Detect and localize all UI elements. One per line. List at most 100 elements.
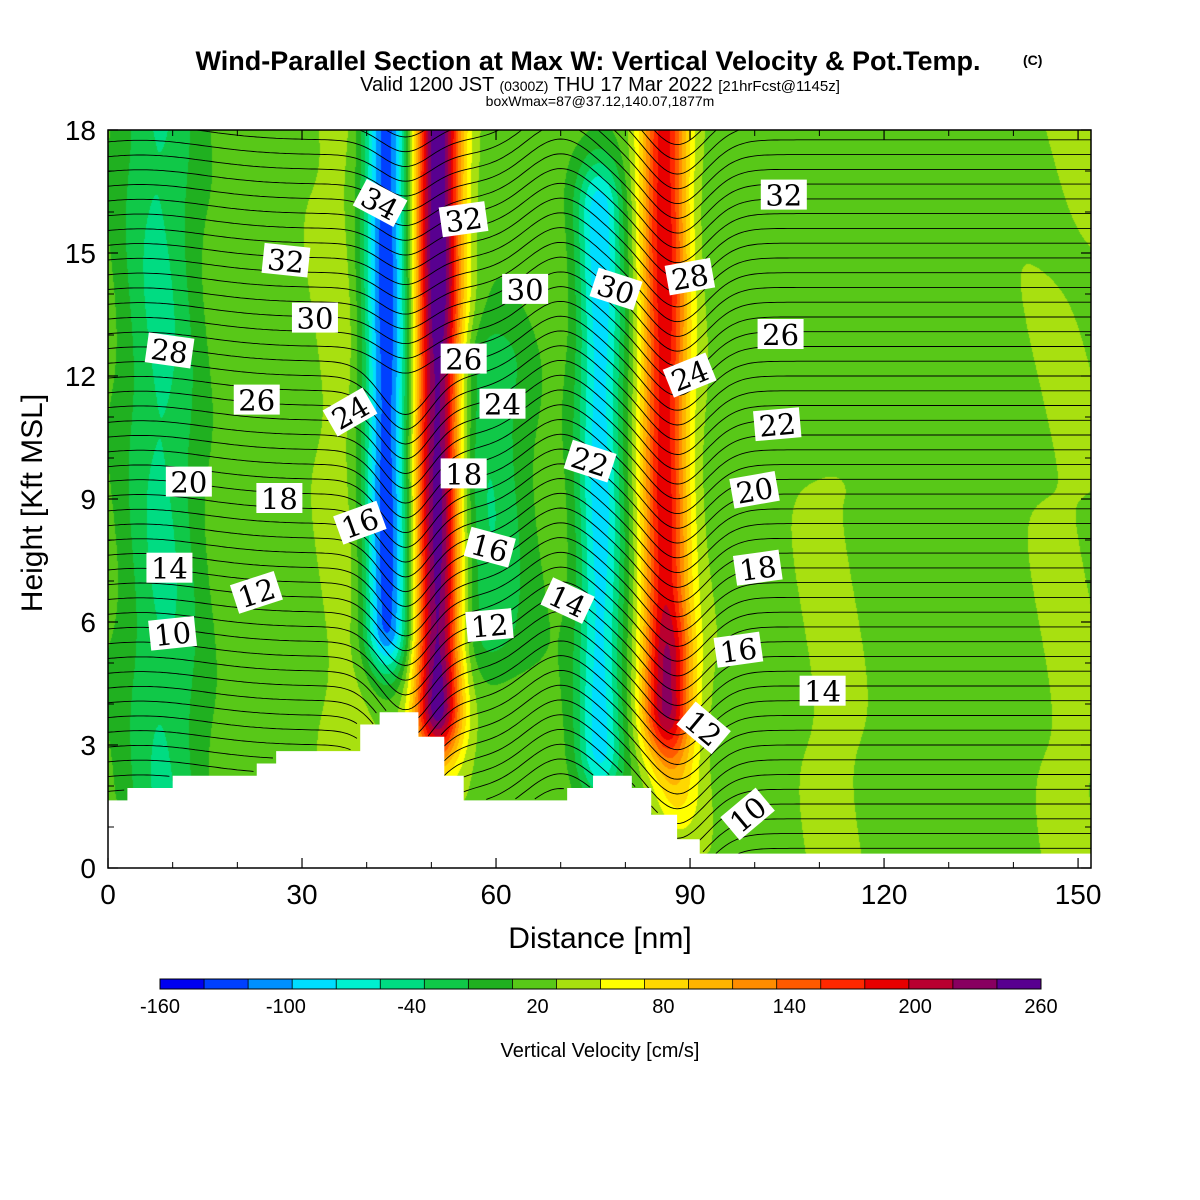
theta-contour-line <box>108 610 1091 711</box>
contour-label-text: 32 <box>765 179 802 213</box>
chart-title: Wind-Parallel Section at Max W: Vertical… <box>196 46 981 76</box>
contour-label-box <box>322 387 378 437</box>
contour-label-box <box>465 608 514 643</box>
contour-label: 24 <box>479 388 526 422</box>
colorbar-title: Vertical Velocity [cm/s] <box>501 1040 700 1062</box>
y-tick-label: 6 <box>80 607 96 638</box>
contour-label-box <box>589 267 643 311</box>
terrain <box>108 712 1091 868</box>
theta-contour-line <box>108 581 1091 681</box>
contour-label-box <box>438 201 489 238</box>
subtitle-utc: (0300Z) <box>499 78 548 94</box>
contour-label-box <box>333 500 387 545</box>
contour-label-box <box>479 388 526 419</box>
contour-label: 26 <box>757 318 804 352</box>
y-tick-label: 18 <box>65 115 96 146</box>
contour-label: 26 <box>233 384 280 418</box>
contour-label-text: 18 <box>445 457 482 491</box>
contour-label: 16 <box>463 526 516 569</box>
colorbar-swatch <box>952 979 998 989</box>
contour-label-text: 14 <box>151 552 188 586</box>
contour-label: 28 <box>664 257 716 298</box>
theta-contour-line <box>108 330 1091 430</box>
theta-contour-line <box>108 596 1091 696</box>
y-tick-label: 12 <box>65 361 96 392</box>
theta-contour-line <box>108 389 1091 489</box>
theta-contour-line <box>108 241 1091 337</box>
theta-contour-line <box>108 684 1091 780</box>
contour-label: 18 <box>440 457 487 491</box>
contour-label: 26 <box>440 343 487 377</box>
y-tick-label: 0 <box>80 853 96 884</box>
theta-contour-line <box>108 478 1091 578</box>
contour-label-text: 12 <box>470 608 510 645</box>
theta-contour-line <box>108 566 1091 666</box>
theta-contour-line <box>515 773 1091 853</box>
theta-contour-line <box>108 130 1091 205</box>
contour-label-text: 10 <box>153 615 193 653</box>
theta-contour-line <box>108 138 1091 234</box>
y-axis-title: Height [Kft MSL] <box>16 394 49 612</box>
contour-label-text: 26 <box>445 343 482 377</box>
contour-label: 14 <box>799 675 846 709</box>
contour-label-box <box>440 343 487 374</box>
contour-label: 20 <box>165 466 212 500</box>
theta-contour-line <box>108 404 1091 504</box>
subtitle-forecast: [21hrFcst@1145z] <box>718 78 840 95</box>
theta-contour-line <box>108 625 1091 721</box>
contour-label-box <box>165 466 212 497</box>
x-tick-label: 60 <box>480 879 511 910</box>
colorbar-swatch <box>600 979 646 989</box>
contour-label-box <box>540 577 595 624</box>
colorbar-swatch <box>468 979 513 989</box>
contour-label: 32 <box>760 179 807 213</box>
contour-label: 12 <box>465 608 514 645</box>
theta-contour-line <box>108 374 1091 475</box>
theta-contour-line <box>108 714 1091 810</box>
contour-label-box <box>148 615 198 651</box>
colorbar-swatch <box>820 979 866 989</box>
chart-subtitle2: boxWmax=87@37.12,140.07,1877m <box>486 93 715 109</box>
contour-label: 20 <box>729 471 780 511</box>
contour-label-text: 32 <box>443 201 484 240</box>
y-tick-label: 9 <box>80 484 96 515</box>
copyright-mark: (C) <box>1023 52 1042 68</box>
theta-contour-line <box>108 699 1091 795</box>
contour-label: 12 <box>229 570 283 615</box>
colorbar-label: 200 <box>898 996 931 1018</box>
contour-label-box <box>563 439 617 483</box>
colorbar-swatch <box>864 979 910 989</box>
theta-contour-line <box>108 522 1091 622</box>
contour-label-box <box>233 384 280 415</box>
colorbar-swatch <box>644 979 690 989</box>
y-tick-label: 3 <box>80 730 96 761</box>
colorbar-swatch <box>908 979 954 989</box>
contour-label: 16 <box>713 631 764 670</box>
theta-contour-line <box>675 130 680 131</box>
colorbar-swatch <box>776 979 822 989</box>
contour-label-box <box>664 257 716 296</box>
theta-contour-line <box>108 743 1091 839</box>
contour-label-text: 26 <box>762 318 799 352</box>
contour-label-box <box>713 631 764 668</box>
theta-contour-line <box>193 130 1091 190</box>
colorbar-label: -40 <box>397 996 426 1018</box>
colorbar-swatch <box>204 979 249 989</box>
contour-label: 32 <box>261 242 311 280</box>
theta-contour-line <box>385 130 717 160</box>
theta-contour-line <box>108 153 1091 249</box>
theta-contour-line <box>108 286 1091 382</box>
colorbar-label: 80 <box>652 996 674 1018</box>
y-axis: 0 3 6 9 12 15 18 <box>65 115 1091 884</box>
colorbar-swatch <box>380 979 425 989</box>
contour-label-box <box>352 178 408 227</box>
contour-label: 30 <box>502 273 549 307</box>
colorbar-label: 260 <box>1024 996 1057 1018</box>
subtitle-date: THU 17 Mar 2022 <box>554 74 713 96</box>
y-tick-label: 15 <box>65 238 96 269</box>
contour-label-text: 20 <box>734 471 776 511</box>
contour-label-box <box>144 332 195 369</box>
contour-label-text: 28 <box>669 258 711 298</box>
